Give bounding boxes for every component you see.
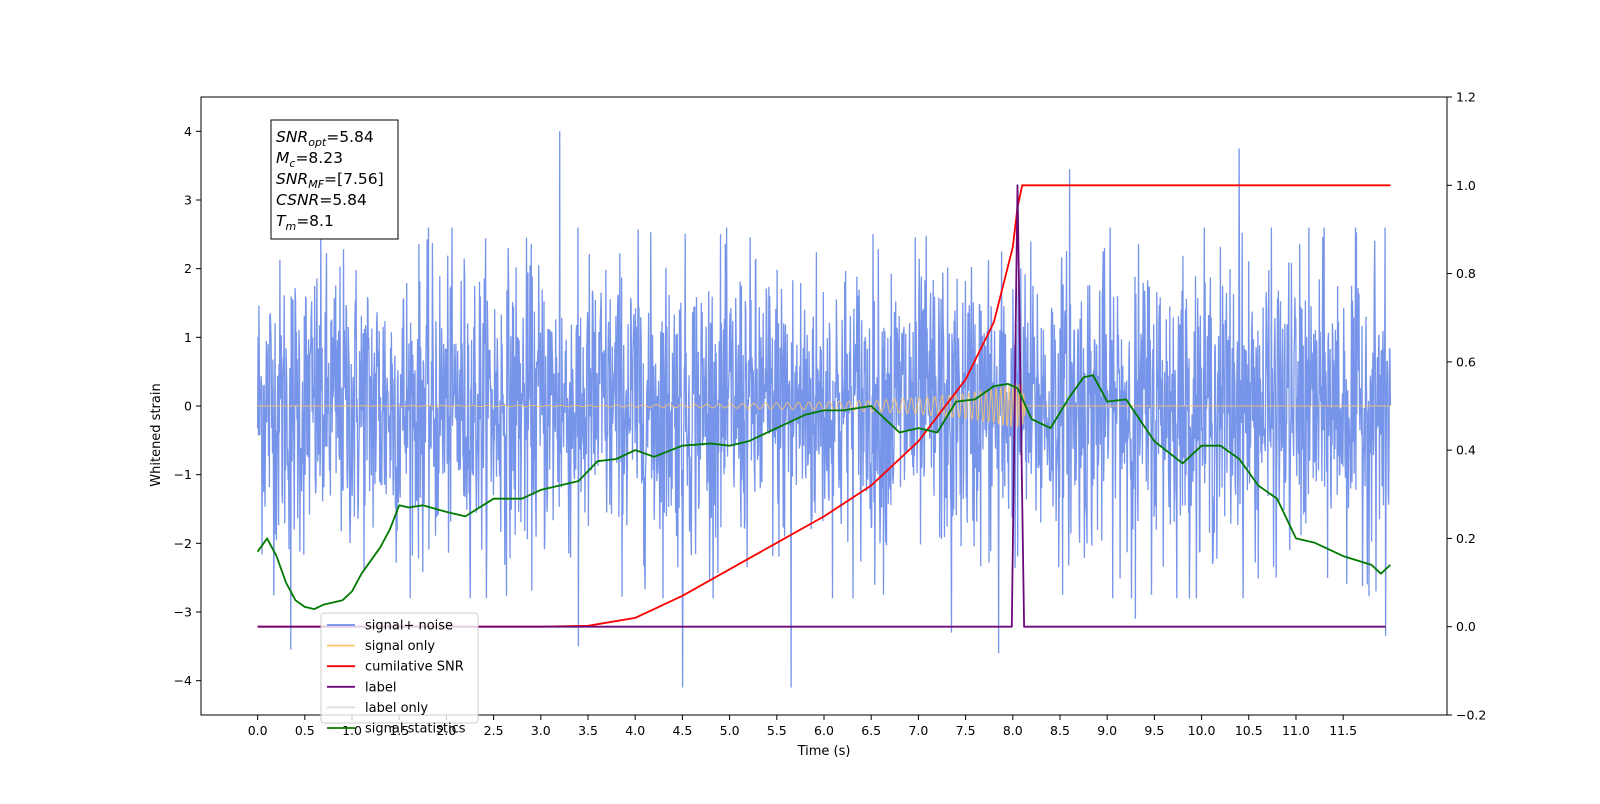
info-subscript: opt xyxy=(308,136,327,149)
info-value: =5.84 xyxy=(326,128,374,146)
info-subscript: m xyxy=(285,220,296,233)
info-box-row: Mc=8.23 xyxy=(276,149,343,170)
x-tick-label: 10.0 xyxy=(1188,723,1216,738)
y2-tick-label: 0.2 xyxy=(1456,531,1476,546)
info-symbol: SNR xyxy=(276,170,308,188)
legend-label: label xyxy=(365,680,396,695)
x-tick-label: 11.0 xyxy=(1282,723,1310,738)
info-symbol: M xyxy=(276,149,289,167)
x-tick-label: 5.5 xyxy=(767,723,787,738)
x-tick-label: 9.0 xyxy=(1097,723,1117,738)
info-box-frame xyxy=(270,119,399,240)
legend-label: signal+ noise xyxy=(365,619,453,634)
info-value: =8.1 xyxy=(296,212,334,230)
y-tick-label: −3 xyxy=(174,605,192,620)
x-tick-label: 0.5 xyxy=(295,723,315,738)
x-tick-label: 9.5 xyxy=(1144,723,1164,738)
info-subscript: MF xyxy=(308,178,324,191)
legend-label: signal statistics xyxy=(365,722,466,737)
y-axis-right: 1.2 1.0 0.8 0.6 0.4 0.2 0.0 −0.2 xyxy=(1447,90,1486,723)
info-box: SNRopt=5.84Mc=8.23SNRMF=[7.56]CSNR=5.84T… xyxy=(270,119,399,240)
x-axis-label: Time (s) xyxy=(797,744,851,759)
y2-tick-label: 1.0 xyxy=(1456,178,1476,193)
x-tick-label: 1.5 xyxy=(389,723,409,738)
info-symbol: SNR xyxy=(276,128,308,146)
legend-label: cumilative SNR xyxy=(365,660,464,675)
y-tick-label: 0 xyxy=(184,399,192,414)
info-box-row: SNRopt=5.84 xyxy=(276,128,374,149)
legend-label: signal only xyxy=(365,639,435,654)
info-value: =[7.56] xyxy=(324,170,384,188)
series-label-line xyxy=(257,184,1386,628)
x-tick-label: 3.5 xyxy=(578,723,598,738)
x-tick-label: 1.0 xyxy=(342,723,362,738)
info-box-row: CSNR=5.84 xyxy=(276,191,367,209)
x-tick-label: 8.0 xyxy=(1003,723,1023,738)
y2-tick-label: −0.2 xyxy=(1456,708,1486,723)
y-axis-label: Whitened strain xyxy=(149,383,164,486)
x-tick-label: 6.5 xyxy=(861,723,881,738)
info-value: =5.84 xyxy=(319,191,367,209)
x-tick-label: 6.0 xyxy=(814,723,834,738)
x-tick-label: 4.0 xyxy=(625,723,645,738)
y2-tick-label: 0.0 xyxy=(1456,619,1476,634)
y-tick-label: −2 xyxy=(174,536,192,551)
y-tick-label: 1 xyxy=(184,330,192,345)
x-tick-label: 8.5 xyxy=(1050,723,1070,738)
x-tick-label: 10.5 xyxy=(1235,723,1263,738)
legend-frame xyxy=(320,612,479,724)
y2-tick-label: 0.8 xyxy=(1456,266,1476,281)
series-signal-noise-line xyxy=(256,131,1392,688)
x-tick-label: 2.5 xyxy=(484,723,504,738)
y-axis-left: 4 3 2 1 0 −1 −2 −3 −4 xyxy=(174,124,201,688)
x-tick-label: 11.5 xyxy=(1329,723,1357,738)
info-box-row: Tm=8.1 xyxy=(276,212,334,233)
series-signal-statistics-line xyxy=(256,374,1392,610)
x-tick-label: 7.5 xyxy=(956,723,976,738)
info-value: =8.23 xyxy=(295,149,343,167)
x-tick-label: 3.0 xyxy=(531,723,551,738)
x-tick-label: 4.5 xyxy=(672,723,692,738)
info-symbol: CSNR xyxy=(276,191,319,209)
y-tick-label: −1 xyxy=(174,467,192,482)
plot-area xyxy=(256,131,1392,688)
x-tick-label: 2.0 xyxy=(436,723,456,738)
legend: signal+ noise signal only cumilative SNR la… xyxy=(320,612,479,737)
info-box-row: SNRMF=[7.56] xyxy=(276,170,384,191)
y-tick-label: 3 xyxy=(184,193,192,208)
x-tick-label: 7.0 xyxy=(908,723,928,738)
x-tick-label: 5.0 xyxy=(720,723,740,738)
y2-tick-label: 1.2 xyxy=(1456,90,1476,105)
y-tick-label: 4 xyxy=(184,124,192,139)
info-symbol: T xyxy=(276,212,287,230)
info-subscript: c xyxy=(289,157,295,170)
x-tick-label: 0.0 xyxy=(248,723,268,738)
y2-tick-label: 0.6 xyxy=(1456,354,1476,369)
y-tick-label: −4 xyxy=(174,673,192,688)
legend-label: label only xyxy=(365,701,428,716)
y2-tick-label: 0.4 xyxy=(1456,443,1476,458)
x-axis: 0.0 0.5 1.0 1.5 2.0 2.5 3.0 3.5 4.0 4.5 5.0 5.5 6.0 6… xyxy=(248,715,1357,738)
y-tick-label: 2 xyxy=(184,261,192,276)
